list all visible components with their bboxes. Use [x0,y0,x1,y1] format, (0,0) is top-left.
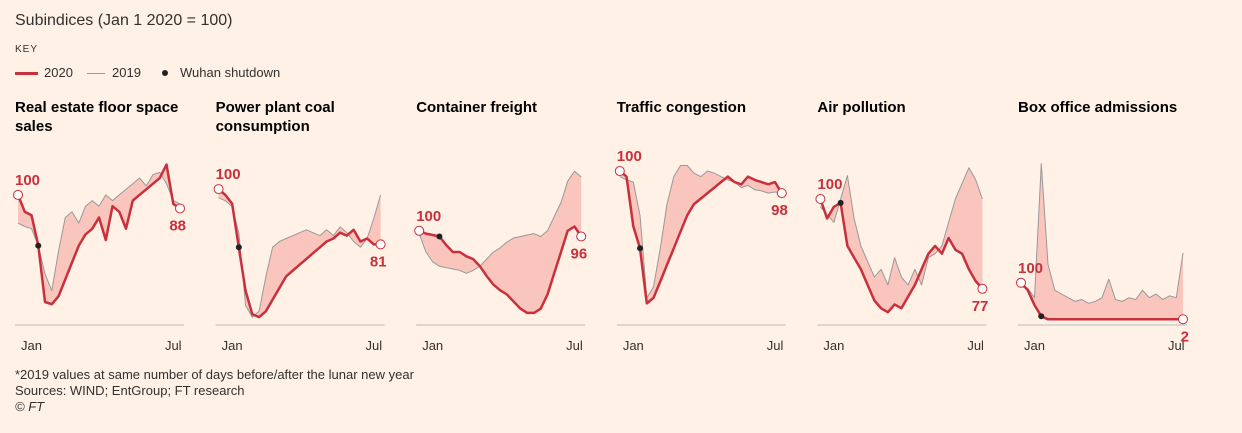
page-title: Subindices (Jan 1 2020 = 100) [15,12,233,29]
start-label: 100 [1018,260,1043,277]
start-label: 100 [817,176,842,193]
legend-label: 2019 [112,65,141,80]
legend-dot [162,70,168,76]
legend-swatch-2020 [15,72,38,75]
shutdown-dot [637,245,644,252]
legend-swatch-2019 [87,73,105,74]
end-point [1178,314,1188,325]
gap-area [619,165,782,304]
end-point [576,231,587,242]
x-tick-label: Jan [21,338,42,353]
panel-title: Container freight [416,99,538,116]
panel-title: Air pollution [817,99,906,116]
series-line [820,167,983,286]
end-point [776,188,787,199]
shutdown-dot [235,244,242,251]
start-point [815,194,826,205]
legend-label: 2020 [44,65,73,80]
x-tick-label: Jan [222,338,243,353]
series-line [217,188,381,319]
start-point [1016,277,1026,288]
x-tick-label: Jan [623,338,644,353]
series-line [418,170,582,274]
series-line [17,171,181,292]
shutdown-dot [436,233,443,240]
legend-label: Wuhan shutdown [180,65,281,80]
panel-title: Power plant coal consumption [215,99,335,135]
series-line [1020,281,1183,321]
series-line [819,198,984,314]
gap-area [820,167,983,313]
x-tick-label: Jul [1168,338,1185,353]
x-tick-label: Jan [422,338,443,353]
x-tick-label: Jan [1024,338,1045,353]
panel-title: Traffic congestion [616,99,746,116]
end-point [375,239,386,250]
start-point [13,189,23,200]
end-label: 96 [571,245,588,262]
gap-area [1021,163,1183,320]
series-line [16,163,181,306]
start-label: 100 [216,166,241,183]
x-tick-label: Jul [967,338,984,353]
series-line [1020,163,1184,304]
end-label: 98 [771,202,788,219]
shutdown-dot [35,242,42,249]
end-point [175,203,185,214]
source: Sources: WIND; EntGroup; FT research [15,383,245,398]
x-tick-label: Jul [366,338,383,353]
x-tick-label: Jan [823,338,844,353]
series-line [618,170,783,305]
end-label: 2 [1181,328,1189,345]
start-point [414,225,425,236]
end-point [977,283,988,294]
copyright: © FT [15,399,45,414]
shutdown-dot [837,199,844,206]
start-label: 100 [416,208,441,225]
x-tick-label: Jul [566,338,583,353]
gap-area [419,171,582,313]
x-tick-label: Jul [165,338,182,353]
series-line [218,194,382,318]
shutdown-dot [1038,313,1045,320]
start-label: 100 [617,148,642,165]
end-label: 81 [370,253,387,270]
end-label: 77 [972,298,989,315]
gap-area [18,164,180,305]
start-label: 100 [15,172,40,189]
gap-area [218,189,381,318]
x-tick-label: Jul [767,338,784,353]
end-label: 88 [169,217,186,234]
start-point [614,166,625,177]
series-line [418,225,583,315]
key-label: KEY [15,44,39,55]
start-point [213,184,224,195]
footnote: *2019 values at same number of days befo… [15,367,414,382]
panel-title: Box office admissions [1018,99,1178,116]
panel-title: Real estate floor space sales [15,99,179,135]
